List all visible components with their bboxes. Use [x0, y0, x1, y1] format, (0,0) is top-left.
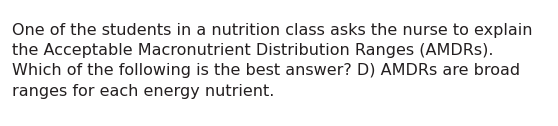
Text: One of the students in a nutrition class asks the nurse to explain
the Acceptabl: One of the students in a nutrition class… — [12, 23, 533, 99]
